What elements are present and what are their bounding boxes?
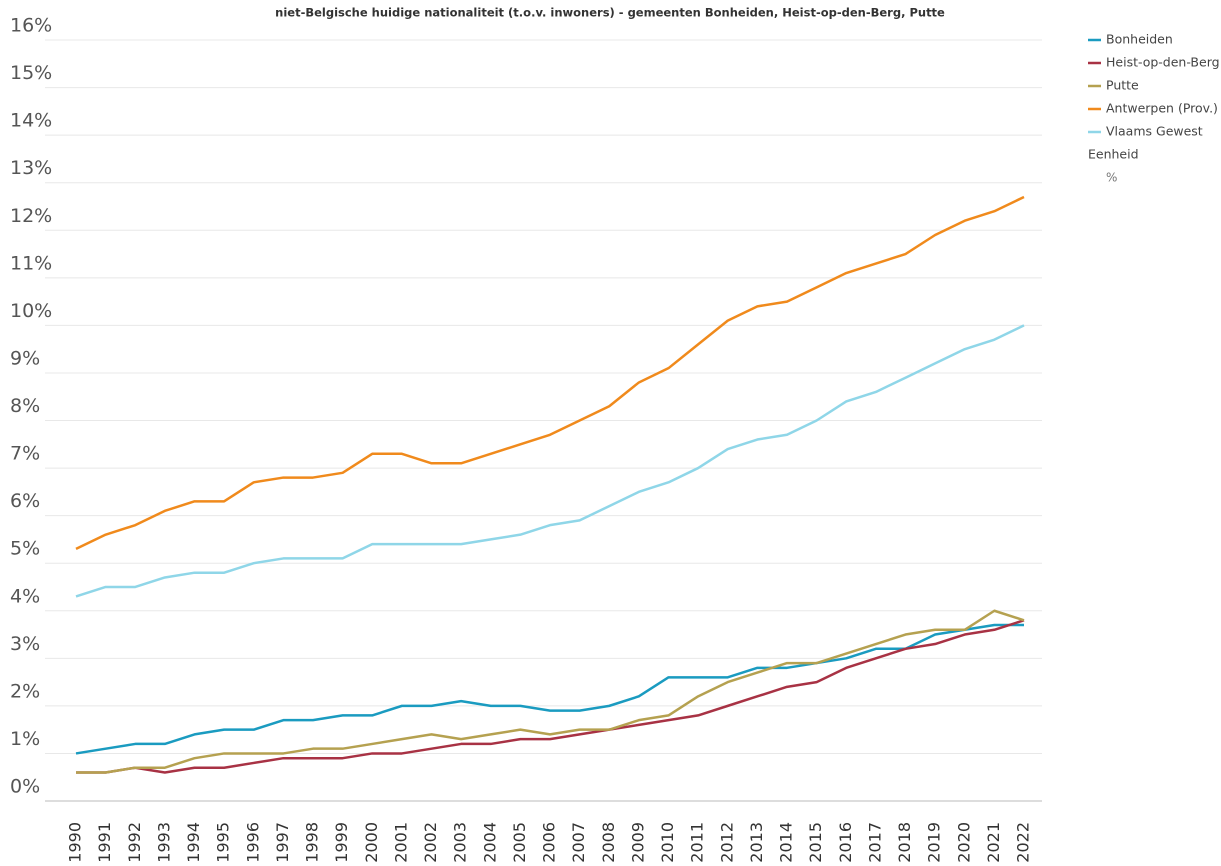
x-tick-label: 2004 — [480, 822, 499, 863]
y-tick-label: 16% — [10, 15, 52, 37]
chart-title: niet-Belgische huidige nationaliteit (t.… — [275, 6, 945, 20]
y-tick-label: 14% — [10, 110, 52, 132]
x-tick-label: 1994 — [184, 822, 203, 863]
series-line — [75, 324, 1025, 598]
y-tick-label: 4% — [10, 585, 40, 607]
x-tick-label: 2012 — [717, 822, 736, 863]
x-tick-label: 2006 — [540, 822, 559, 863]
x-tick-label: 2021 — [984, 822, 1003, 863]
x-tick-label: 2001 — [391, 822, 410, 863]
y-tick-label: 5% — [10, 538, 40, 560]
y-tick-label: 8% — [10, 395, 40, 417]
series-line — [75, 195, 1025, 551]
x-tick-label: 1998 — [303, 822, 322, 863]
legend-label: Putte — [1106, 78, 1139, 93]
y-tick-label: 3% — [10, 633, 40, 655]
y-tick-label: 1% — [10, 728, 40, 750]
y-tick-label: 2% — [10, 680, 40, 702]
y-tick-label: 10% — [10, 300, 52, 322]
x-tick-label: 2016 — [836, 822, 855, 863]
legend-label: Bonheiden — [1106, 32, 1173, 47]
unit-label: % — [1106, 171, 1117, 185]
series-line — [75, 623, 1024, 755]
y-tick-label: 13% — [10, 157, 52, 179]
x-tick-label: 2002 — [421, 822, 440, 863]
y-tick-label: 12% — [10, 205, 52, 227]
y-tick-label: 7% — [10, 443, 40, 465]
x-tick-label: 2009 — [628, 822, 647, 863]
legend-title: Eenheid — [1088, 147, 1139, 162]
x-tick-label: 2007 — [569, 822, 588, 863]
x-tick-label: 2022 — [1014, 822, 1033, 863]
x-tick-label: 1993 — [154, 822, 173, 863]
x-tick-label: 1996 — [243, 822, 262, 863]
series-line — [76, 609, 1025, 774]
y-tick-label: 15% — [10, 62, 52, 84]
x-tick-label: 2017 — [865, 822, 884, 863]
x-tick-label: 2020 — [954, 822, 973, 863]
legend-label: Vlaams Gewest — [1106, 124, 1203, 139]
y-tick-label: 9% — [10, 347, 40, 369]
x-tick-label: 1990 — [66, 822, 85, 863]
x-tick-label: 2019 — [925, 822, 944, 863]
x-tick-label: 2008 — [599, 822, 618, 863]
x-tick-label: 1992 — [125, 822, 144, 863]
legend-label: Heist-op-den-Berg — [1106, 55, 1220, 70]
y-tick-label: 11% — [10, 252, 52, 274]
x-tick-label: 1995 — [214, 822, 233, 863]
x-tick-label: 2014 — [777, 822, 796, 863]
x-tick-label: 2003 — [451, 822, 470, 863]
x-tick-label: 2015 — [806, 822, 825, 863]
x-tick-label: 2010 — [658, 822, 677, 863]
x-tick-label: 2005 — [510, 822, 529, 863]
x-tick-label: 2011 — [688, 822, 707, 863]
x-tick-label: 2013 — [747, 822, 766, 863]
y-tick-label: 0% — [10, 776, 40, 798]
x-tick-label: 1997 — [273, 822, 292, 863]
series-line — [76, 619, 1025, 774]
legend-label: Antwerpen (Prov.) — [1106, 101, 1218, 116]
x-tick-label: 1999 — [332, 822, 351, 863]
x-tick-label: 2000 — [362, 822, 381, 863]
x-tick-label: 1991 — [95, 822, 114, 863]
y-tick-label: 6% — [10, 490, 40, 512]
x-tick-label: 2018 — [895, 822, 914, 863]
